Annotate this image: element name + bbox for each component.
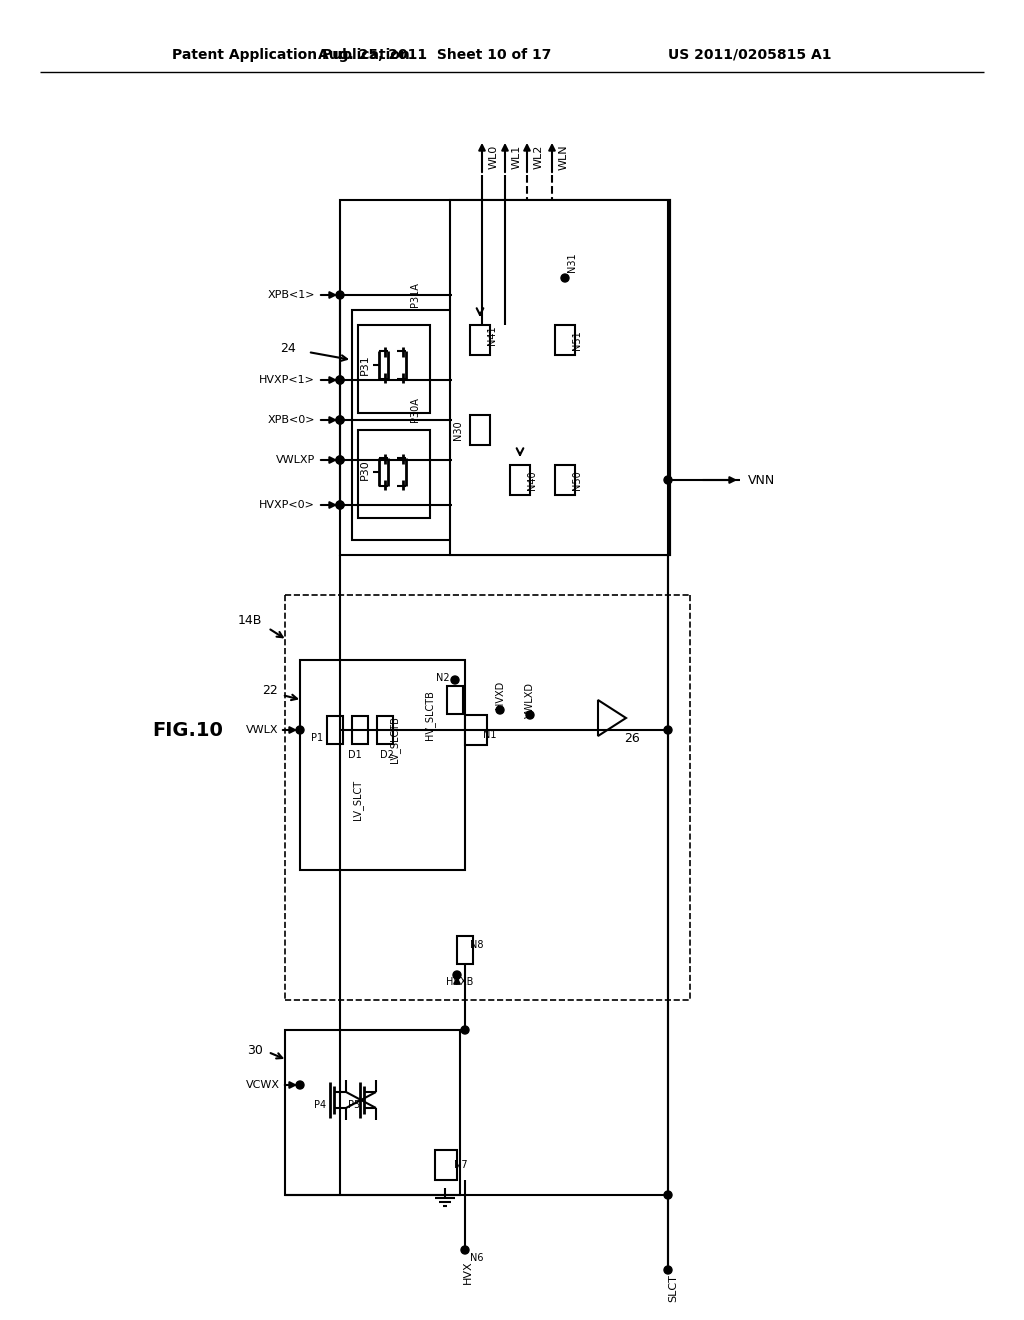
Bar: [285, 1030, 460, 1195]
Text: HVXD: HVXD: [495, 681, 505, 709]
Circle shape: [336, 290, 344, 300]
Circle shape: [336, 502, 344, 510]
Circle shape: [453, 972, 461, 979]
Text: WL0: WL0: [489, 145, 499, 169]
Text: LV_SLCTB: LV_SLCTB: [389, 717, 400, 763]
Bar: [510, 465, 530, 495]
Text: P30A: P30A: [410, 397, 420, 422]
Circle shape: [336, 416, 344, 424]
Text: N41: N41: [487, 325, 497, 345]
Circle shape: [451, 676, 459, 684]
Circle shape: [526, 711, 534, 719]
Text: N1: N1: [483, 730, 497, 741]
Bar: [465, 715, 487, 744]
Text: P1: P1: [311, 733, 323, 743]
Text: FIG.10: FIG.10: [152, 721, 223, 739]
Text: HVX: HVX: [463, 1261, 473, 1284]
Text: N50: N50: [572, 470, 582, 490]
Text: VWLXP: VWLXP: [275, 455, 315, 465]
Bar: [327, 715, 343, 744]
Circle shape: [336, 455, 344, 465]
Text: Patent Application Publication: Patent Application Publication: [172, 48, 410, 62]
Circle shape: [296, 726, 304, 734]
Text: N7: N7: [455, 1160, 468, 1170]
Bar: [470, 414, 490, 445]
Text: HVXP<1>: HVXP<1>: [259, 375, 315, 385]
Bar: [555, 325, 575, 355]
Circle shape: [664, 477, 672, 484]
Text: P31: P31: [360, 355, 370, 375]
Circle shape: [461, 1026, 469, 1034]
Text: WL2: WL2: [534, 145, 544, 169]
Bar: [470, 325, 490, 355]
Bar: [555, 465, 575, 495]
Bar: [340, 201, 670, 554]
Bar: [358, 430, 430, 517]
Text: D1: D1: [348, 750, 361, 760]
Text: HV_SLCTB: HV_SLCTB: [425, 690, 435, 741]
Text: 26: 26: [624, 731, 640, 744]
Circle shape: [461, 1246, 469, 1254]
Text: VWLX: VWLX: [246, 725, 278, 735]
Circle shape: [336, 502, 344, 510]
Circle shape: [336, 416, 344, 424]
Circle shape: [664, 1266, 672, 1274]
Text: P30: P30: [360, 459, 370, 480]
Bar: [352, 310, 452, 540]
Text: XPB<0>: XPB<0>: [267, 414, 315, 425]
Text: LV_SLCT: LV_SLCT: [352, 780, 364, 820]
Text: N31: N31: [567, 252, 577, 272]
Text: P5: P5: [348, 1100, 360, 1110]
Text: 30: 30: [247, 1044, 263, 1056]
Bar: [435, 1150, 457, 1180]
Circle shape: [664, 726, 672, 734]
Bar: [450, 201, 670, 554]
Text: 24: 24: [281, 342, 296, 355]
Text: N6: N6: [470, 1253, 483, 1263]
Bar: [358, 325, 430, 413]
Text: N8: N8: [470, 940, 483, 950]
Text: WLN: WLN: [559, 144, 569, 170]
Text: N40: N40: [527, 470, 537, 490]
Text: 14B: 14B: [238, 614, 262, 627]
Text: P4: P4: [314, 1100, 326, 1110]
Circle shape: [336, 376, 344, 384]
Text: HVXB: HVXB: [446, 977, 474, 987]
Text: 22: 22: [262, 684, 278, 697]
Text: US 2011/0205815 A1: US 2011/0205815 A1: [668, 48, 831, 62]
Circle shape: [296, 1081, 304, 1089]
Bar: [447, 686, 463, 714]
Bar: [352, 715, 368, 744]
Text: SLCT: SLCT: [668, 1274, 678, 1302]
Text: P31A: P31A: [410, 282, 420, 308]
Circle shape: [336, 455, 344, 465]
Circle shape: [336, 376, 344, 384]
Circle shape: [561, 275, 569, 282]
Bar: [377, 715, 393, 744]
Circle shape: [664, 1191, 672, 1199]
Text: XPB<1>: XPB<1>: [267, 290, 315, 300]
Circle shape: [496, 706, 504, 714]
Text: Aug. 25, 2011  Sheet 10 of 17: Aug. 25, 2011 Sheet 10 of 17: [318, 48, 552, 62]
Bar: [457, 936, 473, 964]
Text: N30: N30: [453, 420, 463, 440]
Text: VWLXD: VWLXD: [525, 682, 535, 718]
Text: N51: N51: [572, 330, 582, 350]
Text: N2: N2: [436, 673, 450, 682]
Text: WL1: WL1: [512, 145, 522, 169]
Text: VNN: VNN: [748, 474, 775, 487]
Text: HVXP<0>: HVXP<0>: [259, 500, 315, 510]
Text: VCWX: VCWX: [246, 1080, 280, 1090]
Bar: [300, 660, 465, 870]
Text: D2: D2: [380, 750, 394, 760]
